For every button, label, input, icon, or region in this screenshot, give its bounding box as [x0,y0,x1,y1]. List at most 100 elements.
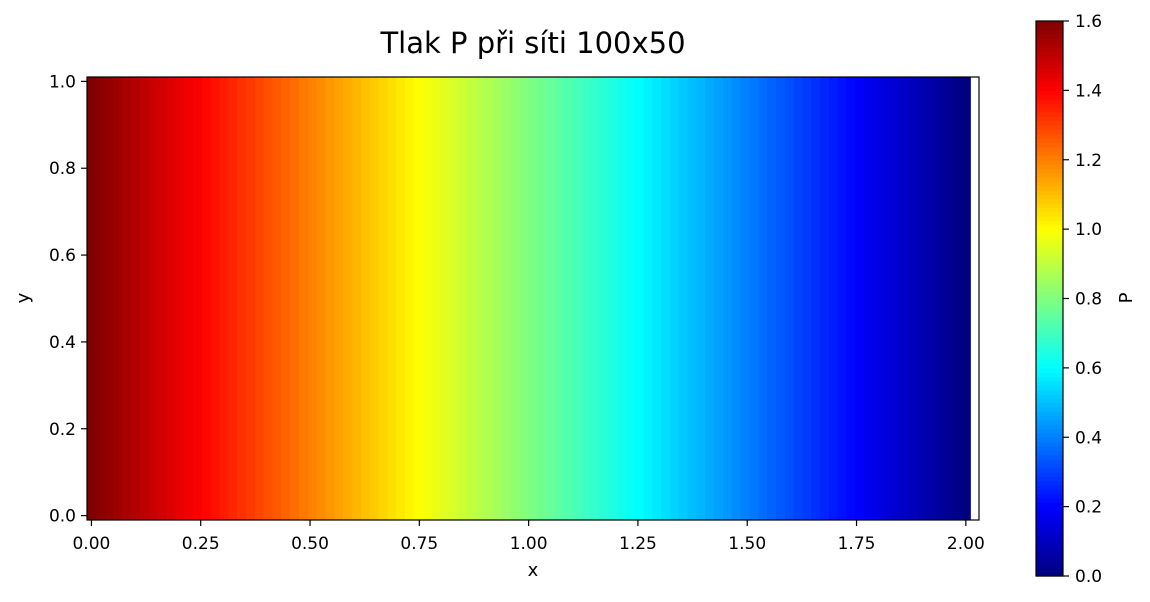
colorbar-segment [1036,450,1063,456]
colorbar-segment [1036,51,1063,57]
heatmap-column [157,77,168,520]
colorbar-segment [1036,125,1063,130]
heatmap-column [634,77,645,520]
colorbar-segment [1036,432,1063,438]
colorbar-segment [1036,233,1063,239]
colorbar-segment [1036,497,1063,503]
colorbar-segment [1036,64,1063,70]
colorbar-segment [1036,185,1063,191]
x-tick-label: 1.00 [510,534,548,554]
colorbar-segment [1036,376,1063,382]
colorbar-segment [1036,294,1063,300]
colorbar-segment [1036,90,1063,96]
colorbar-segment [1036,489,1063,495]
colorbar-segment [1036,419,1063,425]
heatmap-column [572,77,583,520]
colorbar-segment [1036,285,1063,291]
heatmap-column [722,77,733,520]
colorbar-segment [1036,354,1063,360]
heatmap-column [608,77,618,520]
colorbar-segment [1036,116,1063,122]
colorbar-segment [1036,372,1063,378]
colorbar-segment [1036,242,1063,248]
colorbar-segment [1036,441,1063,447]
colorbar-segment [1036,554,1063,560]
colorbar-segment [1036,272,1063,278]
colorbar-segment [1036,220,1063,226]
heatmap-column [908,77,918,520]
heatmap-column [307,77,318,520]
heatmap-column [820,77,830,520]
heatmap-column [873,77,883,520]
colorbar-segment [1036,250,1063,256]
colorbar-segment [1036,211,1063,217]
colorbar-segment [1036,324,1063,330]
colorbar-segment [1036,268,1063,274]
colorbar-segment [1036,194,1063,200]
colorbar-segment [1036,350,1063,356]
colorbar-segment [1036,367,1063,373]
heatmap-column [387,77,397,520]
heatmap-column [113,77,123,520]
colorbar-segment [1036,333,1063,339]
heatmap-column [343,77,353,520]
colorbar-segment [1036,424,1063,430]
colorbar-segment [1036,510,1063,516]
heatmap-column [837,77,848,520]
heatmap-column [131,77,141,520]
colorbar-segment [1036,476,1063,482]
colorbar-segment [1036,203,1063,209]
heatmap-column [192,77,203,520]
colorbar-segment [1036,77,1063,83]
colorbar-segment [1036,224,1063,230]
colorbar-segment [1036,198,1063,204]
colorbar-segment [1036,159,1063,165]
colorbar-segment [1036,60,1063,65]
heatmap-column [272,77,282,520]
heatmap-column [714,77,724,520]
x-tick-label: 1.25 [619,534,657,554]
heatmap-column [917,77,927,520]
heatmap-column [254,77,265,520]
colorbar-segment [1036,567,1063,573]
colorbar-segment [1036,94,1063,100]
colorbar-segment [1036,155,1063,161]
colorbar-tick-label: 0.0 [1075,567,1102,587]
colorbar-segment [1036,541,1063,547]
colorbar-segment [1036,337,1063,343]
colorbar-tick-label: 0.2 [1075,498,1102,518]
colorbar-segment [1036,276,1063,282]
heatmap-column [422,77,433,520]
colorbar-label: P [1116,292,1137,303]
colorbar-segment [1036,259,1063,265]
heatmap-column [122,77,132,520]
colorbar-segment [1036,480,1063,486]
heatmap-column [864,77,874,520]
colorbar-segment [1036,463,1063,469]
heatmap-column [104,77,115,520]
heatmap-column [669,77,680,520]
y-axis-label: y [13,292,34,303]
heatmap-column [687,77,698,520]
heatmap-column [175,77,185,520]
colorbar-segment [1036,68,1063,74]
colorbar-segment [1036,523,1063,529]
colorbar-segment [1036,190,1063,196]
colorbar-segment [1036,341,1063,347]
heatmap-column [298,77,309,520]
y-tick-label: 0.0 [49,507,76,527]
colorbar-segment [1036,107,1063,113]
heatmap-column [228,77,238,520]
colorbar-segment [1036,302,1063,308]
colorbar-segment [1036,389,1063,395]
heatmap-column [95,77,106,520]
heatmap-column [625,77,636,520]
heatmap-column [555,77,565,520]
colorbar-segment [1036,246,1063,252]
heatmap-column [493,77,503,520]
heatmap-column [961,77,971,520]
heatmap-column [475,77,486,520]
heatmap-column [290,77,300,520]
colorbar-segment [1036,138,1063,144]
colorbar-segment [1036,536,1063,542]
